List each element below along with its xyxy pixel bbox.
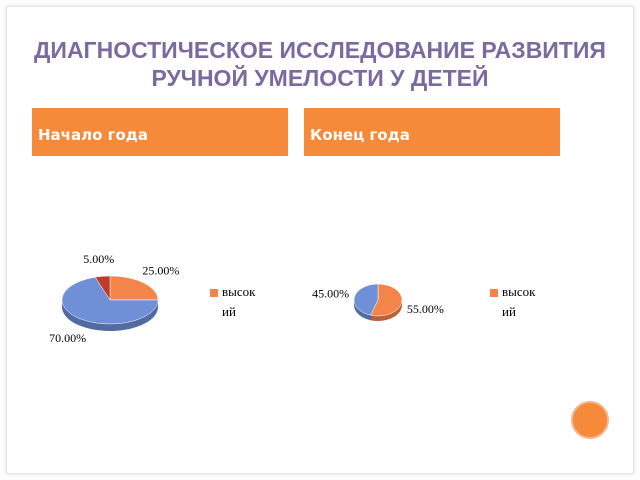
data-label: 25.00% — [142, 263, 179, 277]
pie-slice — [94, 275, 111, 301]
data-label: 55.00% — [407, 302, 444, 316]
pie-slice — [109, 275, 159, 301]
slide-frame — [6, 6, 634, 474]
nav-button[interactable] — [571, 401, 609, 439]
chart-header: Конец года — [304, 108, 560, 156]
legend-label: высокий — [502, 284, 536, 319]
data-label: 70.00% — [49, 331, 86, 345]
legend-swatch — [210, 289, 218, 297]
legend-swatch — [490, 289, 498, 297]
data-label: 45.00% — [312, 287, 349, 301]
pie-slice — [370, 283, 403, 317]
slide-title: ДИАГНОСТИЧЕСКОЕ ИССЛЕДОВАНИЕ РАЗВИТИЯ РУ… — [34, 37, 606, 91]
legend-label: высокий — [222, 284, 256, 319]
data-label: 5.00% — [83, 252, 114, 266]
chart-header: Начало года — [32, 108, 288, 156]
pie-slice — [353, 283, 379, 316]
pie-slice — [61, 276, 159, 325]
